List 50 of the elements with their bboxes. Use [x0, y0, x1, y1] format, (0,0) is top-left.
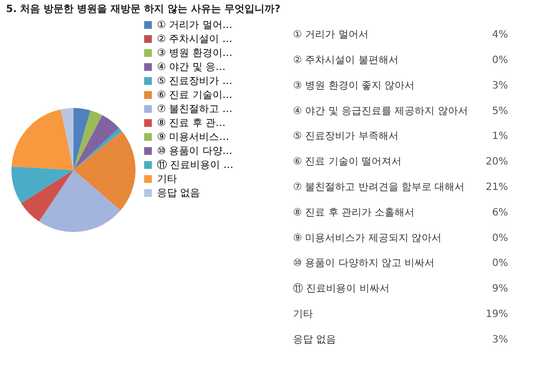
- data-label: 5%: [492, 106, 508, 117]
- data-label: 0%: [492, 232, 508, 244]
- data-label: 3%: [492, 80, 508, 92]
- category-label: ⑩ 용품이 다양하지 않고 비싸서: [293, 258, 435, 270]
- data-label: 19%: [486, 308, 508, 320]
- data-label: 20%: [486, 156, 508, 168]
- category-label: ⑪ 진료비용이 비싸서: [293, 282, 390, 295]
- pie-slice: [21, 170, 74, 222]
- pie-slice: [74, 108, 90, 170]
- data-label: 1%: [492, 131, 508, 142]
- data-label: 0%: [492, 258, 508, 270]
- legend-label: 응답 없음: [157, 188, 200, 199]
- pie-slice: [38, 170, 121, 232]
- legend-label: ③ 병원 환경이…: [157, 48, 232, 59]
- legend-label: ⑦ 불친절하고 …: [157, 104, 232, 115]
- category-label: 기타: [293, 308, 313, 320]
- legend-label: ⑩ 용품이 다양…: [157, 146, 232, 157]
- pie-slice: [12, 109, 74, 170]
- legend-label: ⑥ 진료 기술이…: [157, 90, 232, 101]
- pie-slice: [74, 115, 120, 170]
- legend-label: ⑧ 진료 후 관…: [157, 118, 226, 129]
- chart-title: 5. 처음 방문한 병원을 재방문 하지 않는 사유는 무엇입니까?: [6, 4, 281, 15]
- data-label: 9%: [492, 284, 508, 295]
- pie-slice: [60, 108, 74, 170]
- data-label: 6%: [492, 207, 508, 218]
- category-label: ⑧ 진료 후 관리가 소홀해서: [293, 207, 415, 218]
- legend-label: ⑪ 진료비용이 …: [157, 159, 234, 171]
- data-label: 4%: [492, 30, 508, 41]
- category-label: ③ 병원 환경이 좋지 않아서: [293, 80, 415, 92]
- legend-label: 기타: [157, 174, 177, 185]
- legend-label: ② 주차시설이 …: [157, 34, 232, 45]
- legend-label: ① 거리가 멀어…: [157, 20, 232, 31]
- data-label: 21%: [486, 182, 508, 193]
- legend-label: ⑨ 미용서비스…: [157, 132, 230, 143]
- pie-slice: [74, 110, 102, 170]
- category-label: ⑨ 미용서비스가 제공되지 않아서: [293, 232, 442, 244]
- category-label: ② 주차시설이 불편해서: [293, 55, 398, 66]
- legend-label: ⑤ 진료장비가 …: [157, 76, 232, 87]
- data-label: 0%: [492, 55, 508, 66]
- category-label: ⑥ 진료 기술이 떨어져서: [293, 156, 402, 168]
- pie-slice: [74, 128, 122, 170]
- data-label: 3%: [492, 334, 508, 346]
- category-label: ⑦ 불친절하고 반려견을 함부로 대해서: [293, 182, 465, 193]
- legend-label: ④ 야간 및 응…: [157, 62, 226, 73]
- pie-slice: [12, 166, 74, 204]
- category-label: ④ 야간 및 응급진료를 제공하지 않아서: [293, 106, 468, 117]
- pie-slice: [74, 131, 136, 210]
- category-label: 응답 없음: [293, 334, 336, 346]
- category-label: ① 거리가 멀어서: [293, 30, 368, 41]
- category-label: ⑤ 진료장비가 부족해서: [293, 131, 398, 142]
